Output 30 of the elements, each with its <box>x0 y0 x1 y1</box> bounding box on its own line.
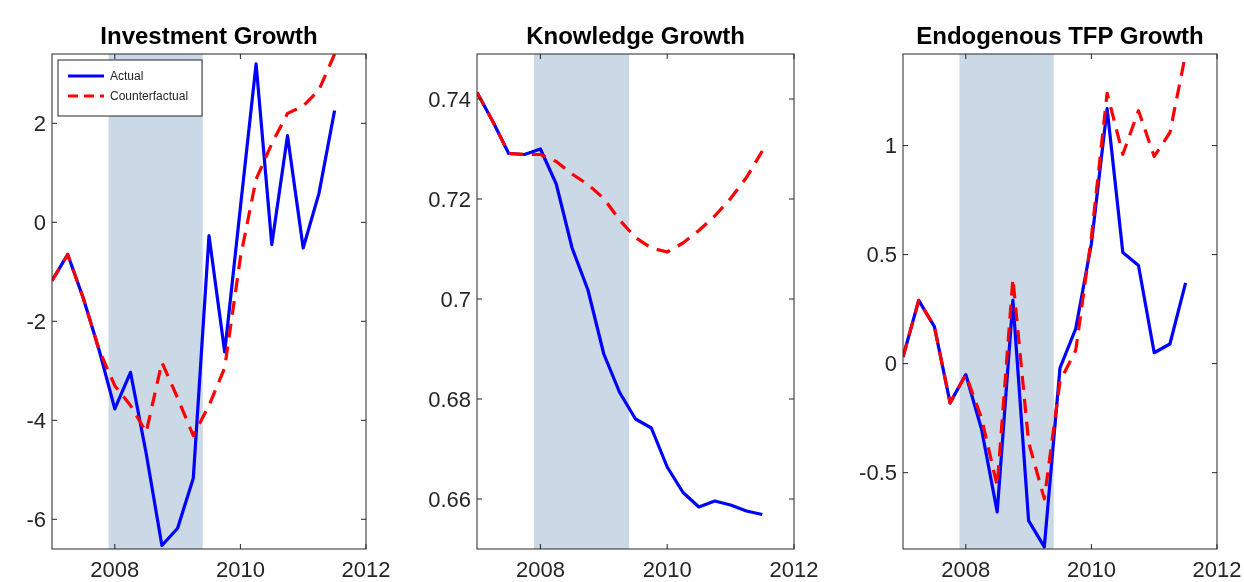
y-tick-label: 0.72 <box>428 186 471 212</box>
y-tick-label: 0 <box>33 210 46 235</box>
y-tick-label: 0.5 <box>866 242 897 268</box>
y-tick-label: -2 <box>26 309 46 334</box>
line-series <box>477 90 764 254</box>
x-tick-label: 2012 <box>341 557 391 582</box>
legend-label: Actual <box>110 69 144 84</box>
y-tick-label: 0.7 <box>440 286 471 312</box>
x-tick-label: 2010 <box>1066 557 1116 582</box>
y-tick-label: -6 <box>26 507 46 532</box>
y-tick-label: 0.68 <box>428 386 471 412</box>
x-tick-label: 2012 <box>1192 557 1242 582</box>
chart-title: Knowledge Growth <box>526 22 745 49</box>
x-tick-label: 2010 <box>642 557 692 582</box>
x-tick-label: 2008 <box>941 557 991 582</box>
legend-label: Counterfactual <box>110 89 189 104</box>
x-tick-label: 2012 <box>769 557 819 582</box>
line-series <box>52 54 337 438</box>
y-tick-label: 0.74 <box>428 86 471 112</box>
y-tick-label: 0 <box>884 351 897 377</box>
y-tick-label: -0.5 <box>859 460 897 486</box>
y-tick-label: 2 <box>33 111 46 136</box>
y-tick-label: 0.66 <box>428 486 471 512</box>
y-tick-label: 1 <box>884 133 897 159</box>
y-tick-label: -4 <box>26 408 46 433</box>
chart-title: Endogenous TFP Growth <box>916 22 1204 49</box>
x-tick-label: 2008 <box>90 557 140 582</box>
chart-title: Investment Growth <box>100 22 318 49</box>
x-tick-label: 2008 <box>515 557 565 582</box>
x-tick-label: 2010 <box>215 557 265 582</box>
